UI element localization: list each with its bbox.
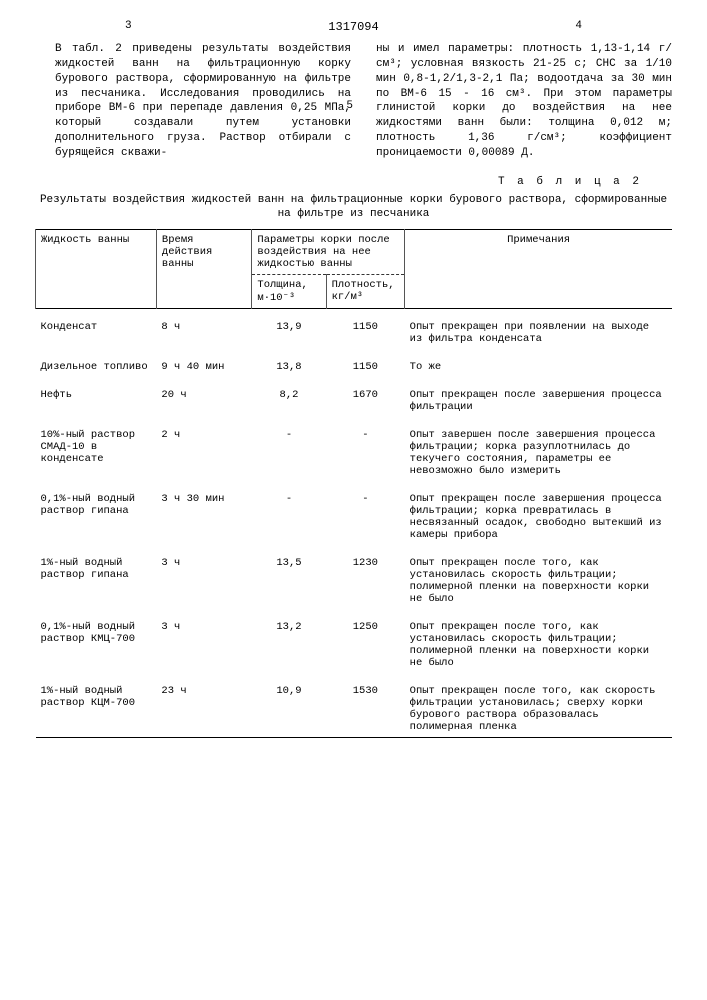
cell-thickness: 13,8 bbox=[252, 349, 326, 377]
cell-thickness: 8,2 bbox=[252, 377, 326, 417]
cell-density: 1250 bbox=[326, 609, 405, 673]
cell-thickness: 13,2 bbox=[252, 609, 326, 673]
cell-liquid: 0,1%-ный водный раствор КМЦ-700 bbox=[36, 609, 157, 673]
cell-liquid: Дизельное топливо bbox=[36, 349, 157, 377]
cell-liquid: Конденсат bbox=[36, 309, 157, 350]
th-time: Время действия ванны bbox=[156, 230, 251, 309]
cell-density: 1150 bbox=[326, 309, 405, 350]
th-density: Плотность, кг/м³ bbox=[326, 275, 405, 309]
cell-thickness: 13,5 bbox=[252, 545, 326, 609]
cell-note: Опыт прекращен после того, как установил… bbox=[405, 545, 672, 609]
cell-density: 1670 bbox=[326, 377, 405, 417]
cell-liquid: 0,1%-ный водный раствор гипана bbox=[36, 481, 157, 545]
cell-time: 2 ч bbox=[156, 417, 251, 481]
cell-density: 1230 bbox=[326, 545, 405, 609]
page-num-right: 4 bbox=[575, 20, 582, 32]
cell-thickness: - bbox=[252, 417, 326, 481]
cell-density: 1150 bbox=[326, 349, 405, 377]
cell-thickness: 13,9 bbox=[252, 309, 326, 350]
th-thickness: Толщина, м·10⁻³ bbox=[252, 275, 326, 309]
cell-time: 3 ч 30 мин bbox=[156, 481, 251, 545]
cell-note: Опыт прекращен при появлении на выходе и… bbox=[405, 309, 672, 350]
cell-liquid: 1%-ный водный раствор КЦМ-700 bbox=[36, 673, 157, 738]
body-text-left: В табл. 2 приведены результаты воздейств… bbox=[35, 42, 351, 161]
th-params: Параметры корки после воздействия на нее… bbox=[252, 230, 405, 275]
page-num-left: 3 bbox=[125, 20, 132, 32]
cell-note: Опыт прекращен после завершения процесса… bbox=[405, 377, 672, 417]
cell-time: 3 ч bbox=[156, 609, 251, 673]
cell-density: 1530 bbox=[326, 673, 405, 738]
cell-time: 23 ч bbox=[156, 673, 251, 738]
cell-note: Опыт прекращен после того, как скорость … bbox=[405, 673, 672, 738]
cell-thickness: - bbox=[252, 481, 326, 545]
cell-time: 8 ч bbox=[156, 309, 251, 350]
cell-liquid: 1%-ный водный раствор гипана bbox=[36, 545, 157, 609]
margin-marker: 5 bbox=[346, 100, 353, 112]
cell-thickness: 10,9 bbox=[252, 673, 326, 738]
cell-note: То же bbox=[405, 349, 672, 377]
cell-liquid: 10%-ный раствор СМАД-10 в конденсате bbox=[36, 417, 157, 481]
cell-note: Опыт завершен после завершения процесса … bbox=[405, 417, 672, 481]
table-label: Т а б л и ц а 2 bbox=[35, 176, 672, 188]
th-notes: Примечания bbox=[405, 230, 672, 309]
cell-note: Опыт прекращен после завершения процесса… bbox=[405, 481, 672, 545]
cell-note: Опыт прекращен после того, как установил… bbox=[405, 609, 672, 673]
table-caption: Результаты воздействия жидкостей ванн на… bbox=[35, 193, 672, 222]
document-number: 1317094 bbox=[328, 20, 378, 34]
cell-time: 9 ч 40 мин bbox=[156, 349, 251, 377]
cell-time: 3 ч bbox=[156, 545, 251, 609]
cell-liquid: Нефть bbox=[36, 377, 157, 417]
body-text-right: ны и имел параметры: плотность 1,13-1,14… bbox=[376, 42, 672, 161]
cell-time: 20 ч bbox=[156, 377, 251, 417]
th-liquid: Жидкость ванны bbox=[36, 230, 157, 309]
cell-density: - bbox=[326, 417, 405, 481]
cell-density: - bbox=[326, 481, 405, 545]
results-table: Жидкость ванны Время действия ванны Пара… bbox=[35, 229, 672, 739]
